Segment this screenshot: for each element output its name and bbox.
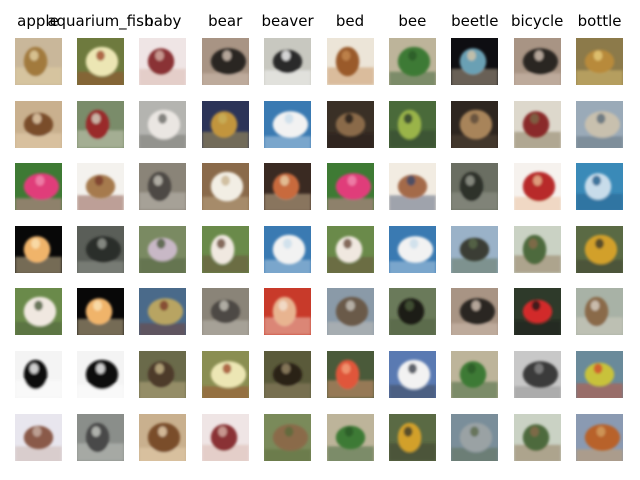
thumbnail-image bbox=[576, 351, 624, 398]
thumbnail-image bbox=[201, 100, 249, 148]
thumbnail-image bbox=[139, 225, 187, 273]
thumbnail-image bbox=[451, 225, 499, 273]
column-label: beaver bbox=[261, 12, 314, 30]
thumbnail-image bbox=[576, 225, 624, 273]
thumbnail-image bbox=[201, 163, 249, 211]
thumbnail-image bbox=[326, 351, 374, 398]
thumbnail-image bbox=[139, 288, 187, 336]
thumbnail-image bbox=[14, 38, 62, 85]
thumbnail-image bbox=[326, 288, 374, 336]
thumbnail-image bbox=[76, 288, 124, 336]
thumbnail-image bbox=[388, 225, 436, 273]
thumbnail-image bbox=[326, 100, 374, 148]
thumbnail-image bbox=[14, 288, 62, 336]
thumbnail-image bbox=[451, 163, 499, 211]
column-label: baby bbox=[144, 12, 182, 30]
column-label: bottle bbox=[577, 12, 622, 30]
thumbnail-image bbox=[451, 413, 499, 461]
thumbnail-image bbox=[264, 225, 312, 273]
thumbnail-image bbox=[264, 351, 312, 398]
thumbnail-image bbox=[264, 100, 312, 148]
column-label: aquarium_fish bbox=[47, 12, 154, 30]
thumbnail-image bbox=[576, 163, 624, 211]
thumbnail-image bbox=[76, 225, 124, 273]
column-label: bear bbox=[208, 12, 243, 30]
thumbnail-image bbox=[76, 100, 124, 148]
thumbnail-image bbox=[513, 413, 561, 461]
column-label: bicycle bbox=[510, 12, 564, 30]
thumbnail-image bbox=[139, 413, 187, 461]
thumbnail-image bbox=[264, 288, 312, 336]
thumbnail-image bbox=[201, 351, 249, 398]
thumbnail-image bbox=[576, 288, 624, 336]
thumbnail-image bbox=[201, 413, 249, 461]
thumbnail-image bbox=[201, 225, 249, 273]
column-label: apple bbox=[17, 12, 59, 30]
thumbnail-image bbox=[139, 163, 187, 211]
thumbnail-image bbox=[264, 163, 312, 211]
thumbnail-image bbox=[513, 100, 561, 148]
thumbnail-image bbox=[14, 351, 62, 398]
thumbnail-image bbox=[451, 351, 499, 398]
thumbnail-image bbox=[264, 413, 312, 461]
thumbnail-image bbox=[264, 38, 312, 85]
thumbnail-image bbox=[388, 288, 436, 336]
thumbnail-image bbox=[576, 100, 624, 148]
thumbnail-image bbox=[513, 351, 561, 398]
thumbnail-image bbox=[388, 413, 436, 461]
column-label: bed bbox=[335, 12, 365, 30]
thumbnail-image bbox=[451, 288, 499, 336]
thumbnail-image bbox=[14, 100, 62, 148]
thumbnail-image bbox=[76, 38, 124, 85]
column-label: beetle bbox=[451, 12, 499, 30]
thumbnail-image bbox=[139, 100, 187, 148]
thumbnail-image bbox=[451, 38, 499, 85]
thumbnail-image bbox=[14, 225, 62, 273]
thumbnail-image bbox=[139, 351, 187, 398]
thumbnail-image bbox=[14, 163, 62, 211]
thumbnail-image bbox=[326, 413, 374, 461]
thumbnail-image bbox=[451, 100, 499, 148]
thumbnail-image bbox=[326, 225, 374, 273]
thumbnail-image bbox=[76, 163, 124, 211]
thumbnail-image bbox=[513, 38, 561, 85]
thumbnail-image bbox=[326, 163, 374, 211]
column-label: bee bbox=[398, 12, 427, 30]
thumbnail-image bbox=[326, 38, 374, 85]
thumbnail-image bbox=[388, 163, 436, 211]
thumbnail-image bbox=[388, 38, 436, 85]
thumbnail-image bbox=[201, 38, 249, 85]
thumbnail-image bbox=[139, 38, 187, 85]
thumbnail-image bbox=[388, 351, 436, 398]
thumbnail-image bbox=[14, 413, 62, 461]
thumbnail-image bbox=[388, 100, 436, 148]
thumbnail-image bbox=[76, 413, 124, 461]
thumbnail-image bbox=[513, 163, 561, 211]
thumbnail-image bbox=[576, 38, 624, 85]
thumbnail-image bbox=[513, 288, 561, 336]
thumbnail-image bbox=[576, 413, 624, 461]
thumbnail-image bbox=[513, 225, 561, 273]
thumbnail-image bbox=[201, 288, 249, 336]
thumbnail-image bbox=[76, 351, 124, 398]
